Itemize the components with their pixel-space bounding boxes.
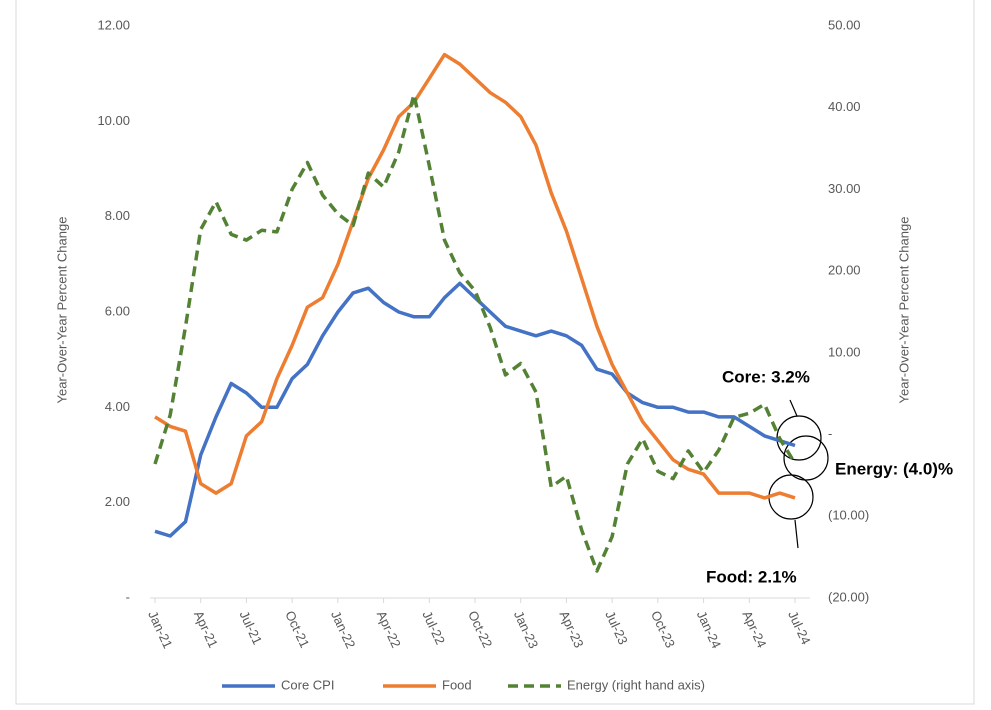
annotation: Energy: (4.0)% (835, 459, 953, 478)
y2-tick-label: 30.00 (828, 181, 861, 196)
annotation-leader (794, 519, 799, 549)
x-tick-label: Jul-23 (602, 608, 631, 646)
y-tick-label: - (126, 589, 130, 604)
y2-tick-label: (10.00) (828, 508, 869, 523)
annotation-leader (789, 399, 798, 417)
x-tick-label: Jul-24 (785, 608, 814, 646)
x-tick-label: Jul-22 (419, 608, 448, 646)
y2-axis-title: Year-Over-Year Percent Change (896, 217, 911, 404)
y2-tick-label: 10.00 (828, 344, 861, 359)
x-tick-label: Oct-23 (648, 608, 678, 650)
series-line (154, 281, 796, 538)
y2-tick-label: 20.00 (828, 263, 861, 278)
y-tick-label: 6.00 (105, 303, 130, 318)
x-tick-label: Apr-22 (374, 608, 404, 650)
x-tick-label: Apr-24 (739, 608, 769, 650)
x-tick-label: Jan-22 (328, 608, 358, 650)
y2-tick-label: 50.00 (828, 17, 861, 32)
annotation: Core: 3.2% (722, 367, 810, 386)
y2-tick-label: 40.00 (828, 99, 861, 114)
y-tick-label: 8.00 (105, 208, 130, 223)
y2-tick-label: (20.00) (828, 589, 869, 604)
annotation-shapes (768, 399, 829, 549)
x-tick-label: Apr-21 (191, 608, 221, 650)
x-tick-label: Oct-22 (465, 608, 495, 650)
annotation: Food: 2.1% (706, 567, 797, 586)
x-tick-label: Oct-21 (282, 608, 312, 650)
series-line (153, 92, 797, 573)
y-tick-label: 2.00 (105, 494, 130, 509)
x-tick-label: Jan-21 (145, 608, 175, 650)
x-tick-label: Jul-21 (237, 608, 266, 646)
annotation-circle (783, 435, 829, 481)
legend-label: Energy (right hand axis) (567, 677, 705, 692)
y-tick-label: 10.00 (97, 113, 130, 128)
x-tick-label: Apr-23 (557, 608, 587, 650)
chart-frame (15, 0, 975, 705)
y2-tick-label: - (828, 426, 832, 441)
legend-label: Food (442, 677, 472, 692)
y-tick-label: 12.00 (97, 17, 130, 32)
y-axis-title: Year-Over-Year Percent Change (54, 217, 69, 404)
series-line (154, 52, 796, 500)
x-tick-label: Jan-24 (694, 608, 724, 650)
x-tick-label: Jan-23 (511, 608, 541, 650)
y-tick-label: 4.00 (105, 399, 130, 414)
legend-label: Core CPI (281, 677, 334, 692)
